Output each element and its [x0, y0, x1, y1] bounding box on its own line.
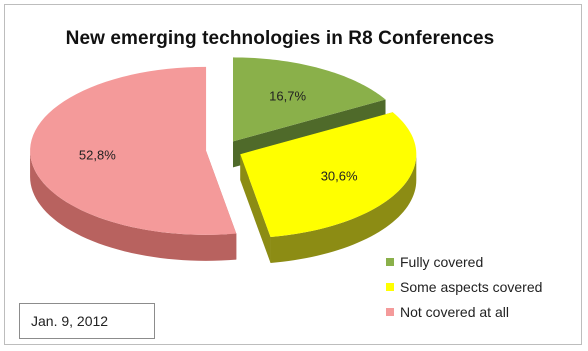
pie-rim-not-covered-at-all: [30, 150, 237, 261]
pie-slice-not-covered-at-all: [30, 66, 237, 261]
legend-label: Not covered at all: [400, 304, 509, 320]
pie-slice-some-aspects-covered: [240, 112, 417, 263]
legend-swatch-not-covered-at-all: [386, 308, 394, 316]
legend-swatch-some-aspects-covered: [386, 283, 394, 291]
legend-item-fully-covered: Fully covered: [386, 253, 576, 278]
data-label-fully-covered: 16,7%: [269, 88, 306, 103]
pie-top-fully-covered: [233, 57, 386, 142]
legend-label: Some aspects covered: [400, 279, 543, 295]
pie-wall-some-aspects-covered-1: [240, 154, 271, 263]
pie-rim-some-aspects-covered: [270, 154, 417, 263]
legend-item-not-covered-at-all: Not covered at all: [386, 303, 576, 328]
chart-title: New emerging technologies in R8 Conferen…: [65, 28, 495, 49]
date-box: Jan. 9, 2012: [19, 303, 155, 339]
legend-label: Fully covered: [400, 254, 484, 270]
data-label-not-covered-at-all: 52,8%: [79, 147, 116, 162]
data-label-some-aspects-covered: 30,6%: [321, 168, 358, 183]
legend-item-some-aspects-covered: Some aspects covered: [386, 278, 576, 303]
pie-top-not-covered-at-all: [30, 66, 237, 235]
pie-top-some-aspects-covered: [240, 112, 417, 237]
legend: Fully covered Some aspects covered Not c…: [386, 253, 576, 328]
legend-swatch-fully-covered: [386, 258, 394, 266]
